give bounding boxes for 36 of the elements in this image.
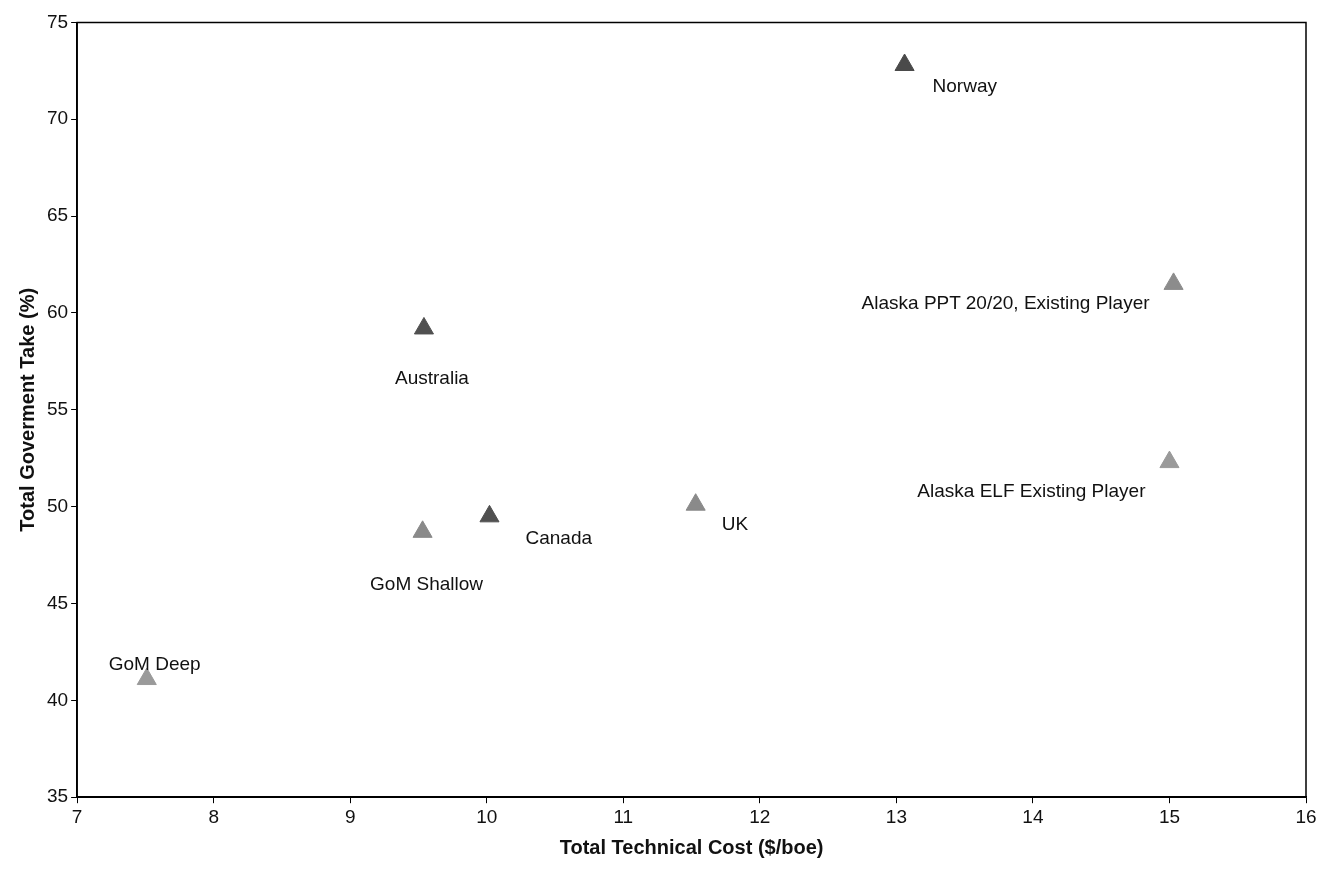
x-tick-label: 15: [1158, 805, 1181, 827]
y-tick-label: 55: [46, 398, 69, 420]
point: [413, 316, 434, 335]
point: [479, 504, 500, 523]
point: [685, 493, 706, 511]
x-tick-label: 14: [1022, 805, 1044, 827]
x-tick-label: 8: [208, 805, 219, 827]
annotation: Alaska PPT 20/20, Existing Player: [861, 292, 1151, 314]
annotation: Alaska ELF Existing Player: [917, 480, 1147, 502]
x-tick-label: 7: [71, 805, 83, 827]
point: [894, 53, 915, 72]
x-tick-label: 12: [749, 805, 771, 827]
annotation: Australia: [394, 366, 470, 388]
point: [1159, 450, 1180, 469]
y-tick-label: 70: [46, 107, 69, 129]
x-tick-label: 16: [1295, 805, 1317, 827]
y-tick-label: 40: [46, 688, 69, 710]
annotation: Canada: [525, 526, 593, 548]
x-axis-title: Total Technical Cost ($/boe): [559, 835, 824, 858]
point: [412, 520, 433, 538]
y-tick-label: 60: [46, 301, 69, 323]
x-tick-label: 11: [613, 805, 634, 827]
x-tick-label: 9: [344, 805, 356, 827]
x-tick-label: 10: [476, 805, 498, 827]
y-tick-label: 35: [46, 785, 69, 807]
y-tick-label: 50: [46, 494, 69, 516]
annotation: GoM Deep: [108, 653, 201, 675]
x-tick-label: 13: [885, 805, 907, 827]
y-tick-label: 65: [46, 204, 69, 226]
annotation: GoM Shallow: [370, 573, 484, 595]
annotation: UK: [721, 512, 749, 534]
y-axis-title: Total Goverment Take (%): [15, 287, 38, 532]
y-tick-label: 75: [46, 10, 69, 32]
point: [1163, 272, 1184, 290]
y-tick-label: 45: [46, 591, 69, 613]
annotation: Norway: [932, 75, 998, 97]
